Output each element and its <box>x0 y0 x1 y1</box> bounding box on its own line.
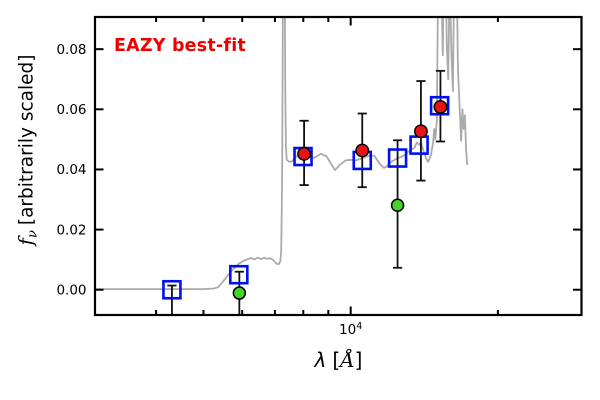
y-tick-label: 0.06 <box>56 102 86 118</box>
angstrom-symbol: Å <box>340 348 355 372</box>
x-axis-major-tick-label: 104 <box>339 321 362 338</box>
flux-symbol: f <box>13 238 38 246</box>
model-square-marker <box>387 148 408 168</box>
red-circle-marker <box>355 143 370 158</box>
red-circle-marker <box>413 124 428 139</box>
model-square-marker <box>229 264 249 285</box>
red-circle-marker <box>297 146 312 161</box>
observed-photometry-group <box>232 99 448 300</box>
y-tick-label: 0.08 <box>56 42 86 58</box>
green-circle-marker <box>232 286 247 300</box>
y-tick-label: 0.02 <box>56 222 86 238</box>
y-axis-label: fν[arbitrarily scaled] <box>13 54 41 246</box>
green-circle-marker <box>390 198 405 212</box>
x-tick-base: 10 <box>339 322 357 338</box>
y-tick-label: 0.00 <box>56 282 86 298</box>
lambda-symbol: λ <box>314 348 327 372</box>
errorbars-group <box>167 69 446 315</box>
nu-subscript: ν <box>25 230 41 239</box>
plot-frame <box>93 15 583 317</box>
model-square-marker <box>429 95 450 116</box>
model-spectrum-line <box>95 17 469 291</box>
x-axis-label: λ [Å] <box>314 348 363 372</box>
model-square-marker <box>162 279 182 300</box>
red-circle-marker <box>433 99 448 114</box>
model-spectrum-group <box>95 17 469 291</box>
model-photometry-group <box>162 95 450 300</box>
y-tick-labels-group: 0.00 0.02 0.04 0.06 0.08 <box>56 42 86 299</box>
y-tick-label: 0.04 <box>56 162 86 178</box>
best-fit-annotation: EAZY best-fit <box>114 36 246 56</box>
x-tick-exponent: 4 <box>356 321 363 332</box>
